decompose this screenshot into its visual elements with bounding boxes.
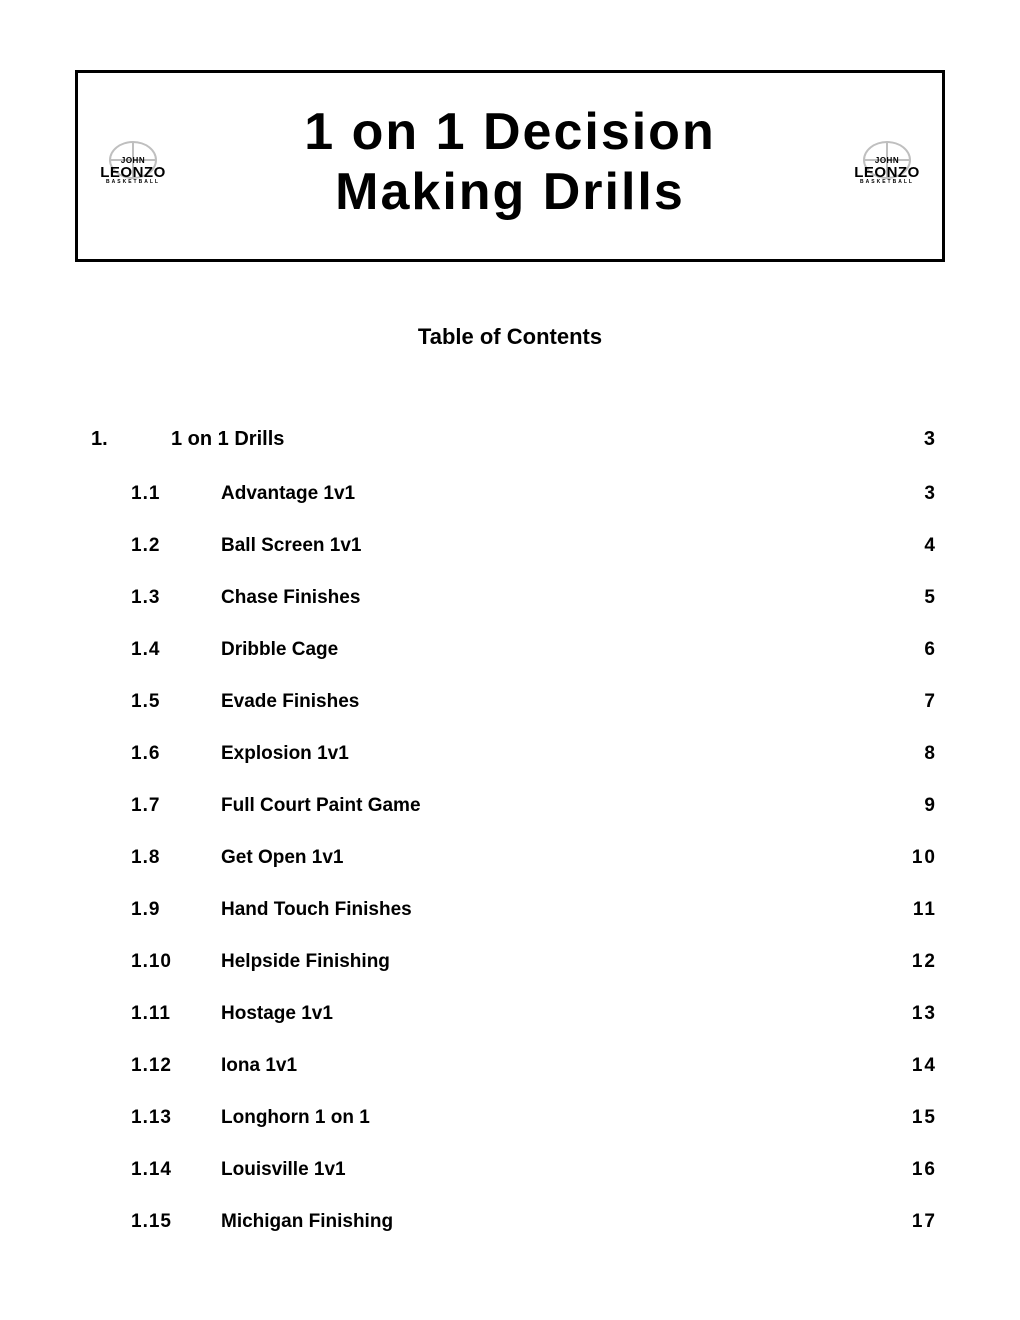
logo-line2: LEONZO xyxy=(854,165,920,180)
toc-item: 1.1Advantage 1v13 xyxy=(91,483,937,505)
toc-item-num: 1.13 xyxy=(131,1107,221,1129)
toc-item-num: 1.9 xyxy=(131,899,221,921)
toc-item-label: Dribble Cage xyxy=(221,639,897,661)
toc-section-page: 3 xyxy=(897,428,937,451)
toc-item-label: Michigan Finishing xyxy=(221,1211,897,1233)
toc-item: 1.3Chase Finishes5 xyxy=(91,587,937,609)
title-line1: 1 on 1 Decision xyxy=(168,103,852,163)
toc-item-num: 1.2 xyxy=(131,535,221,557)
toc-item-page: 13 xyxy=(897,1003,937,1025)
toc-item-label: Iona 1v1 xyxy=(221,1055,897,1077)
logo-left: JOHN LEONZO BASKETBALL xyxy=(98,141,168,185)
toc-item-page: 10 xyxy=(897,847,937,869)
toc-item-num: 1.11 xyxy=(131,1003,221,1025)
toc-item-label: Hostage 1v1 xyxy=(221,1003,897,1025)
toc-item: 1.12Iona 1v114 xyxy=(91,1055,937,1077)
toc-item-label: Advantage 1v1 xyxy=(221,483,897,505)
toc-item-page: 7 xyxy=(897,691,937,713)
table-of-contents: 1. 1 on 1 Drills 3 1.1Advantage 1v131.2B… xyxy=(75,428,945,1233)
toc-item-label: Get Open 1v1 xyxy=(221,847,897,869)
toc-item-num: 1.1 xyxy=(131,483,221,505)
toc-item-page: 12 xyxy=(897,951,937,973)
toc-item-num: 1.3 xyxy=(131,587,221,609)
toc-item-page: 5 xyxy=(897,587,937,609)
toc-section: 1. 1 on 1 Drills 3 xyxy=(91,428,937,451)
toc-item-num: 1.10 xyxy=(131,951,221,973)
toc-item: 1.8Get Open 1v110 xyxy=(91,847,937,869)
toc-item: 1.4Dribble Cage6 xyxy=(91,639,937,661)
toc-item-page: 14 xyxy=(897,1055,937,1077)
page-title: 1 on 1 Decision Making Drills xyxy=(168,103,852,223)
toc-item-page: 17 xyxy=(897,1211,937,1233)
logo-line2: LEONZO xyxy=(100,165,166,180)
toc-item: 1.9Hand Touch Finishes11 xyxy=(91,899,937,921)
toc-item-page: 15 xyxy=(897,1107,937,1129)
toc-item-label: Louisville 1v1 xyxy=(221,1159,897,1181)
toc-item-page: 11 xyxy=(897,899,937,921)
toc-item-num: 1.5 xyxy=(131,691,221,713)
logo-right: JOHN LEONZO BASKETBALL xyxy=(852,141,922,185)
toc-item-page: 3 xyxy=(897,483,937,505)
toc-item-num: 1.15 xyxy=(131,1211,221,1233)
toc-item-num: 1.12 xyxy=(131,1055,221,1077)
toc-item: 1.10Helpside Finishing12 xyxy=(91,951,937,973)
toc-item: 1.2Ball Screen 1v14 xyxy=(91,535,937,557)
toc-heading: Table of Contents xyxy=(75,324,945,350)
logo-line3: BASKETBALL xyxy=(860,180,914,185)
toc-item-num: 1.7 xyxy=(131,795,221,817)
toc-item-label: Hand Touch Finishes xyxy=(221,899,897,921)
toc-item-page: 9 xyxy=(897,795,937,817)
toc-item-page: 8 xyxy=(897,743,937,765)
toc-item: 1.5Evade Finishes7 xyxy=(91,691,937,713)
toc-item-num: 1.4 xyxy=(131,639,221,661)
toc-item-label: Chase Finishes xyxy=(221,587,897,609)
toc-item: 1.11Hostage 1v113 xyxy=(91,1003,937,1025)
toc-item-page: 4 xyxy=(897,535,937,557)
toc-section-num: 1. xyxy=(91,428,171,451)
toc-item: 1.7Full Court Paint Game9 xyxy=(91,795,937,817)
toc-item-label: Evade Finishes xyxy=(221,691,897,713)
toc-item-num: 1.14 xyxy=(131,1159,221,1181)
toc-item: 1.14Louisville 1v116 xyxy=(91,1159,937,1181)
toc-item: 1.15Michigan Finishing17 xyxy=(91,1211,937,1233)
toc-item-label: Ball Screen 1v1 xyxy=(221,535,897,557)
toc-item-label: Longhorn 1 on 1 xyxy=(221,1107,897,1129)
title-line2: Making Drills xyxy=(168,163,852,223)
toc-item: 1.6Explosion 1v18 xyxy=(91,743,937,765)
title-box: JOHN LEONZO BASKETBALL 1 on 1 Decision M… xyxy=(75,70,945,262)
toc-item-page: 16 xyxy=(897,1159,937,1181)
logo-line3: BASKETBALL xyxy=(106,180,160,185)
toc-section-label: 1 on 1 Drills xyxy=(171,428,897,451)
toc-item-num: 1.6 xyxy=(131,743,221,765)
toc-item-num: 1.8 xyxy=(131,847,221,869)
toc-item-label: Explosion 1v1 xyxy=(221,743,897,765)
toc-item-label: Helpside Finishing xyxy=(221,951,897,973)
toc-item-page: 6 xyxy=(897,639,937,661)
toc-item: 1.13Longhorn 1 on 115 xyxy=(91,1107,937,1129)
toc-item-label: Full Court Paint Game xyxy=(221,795,897,817)
